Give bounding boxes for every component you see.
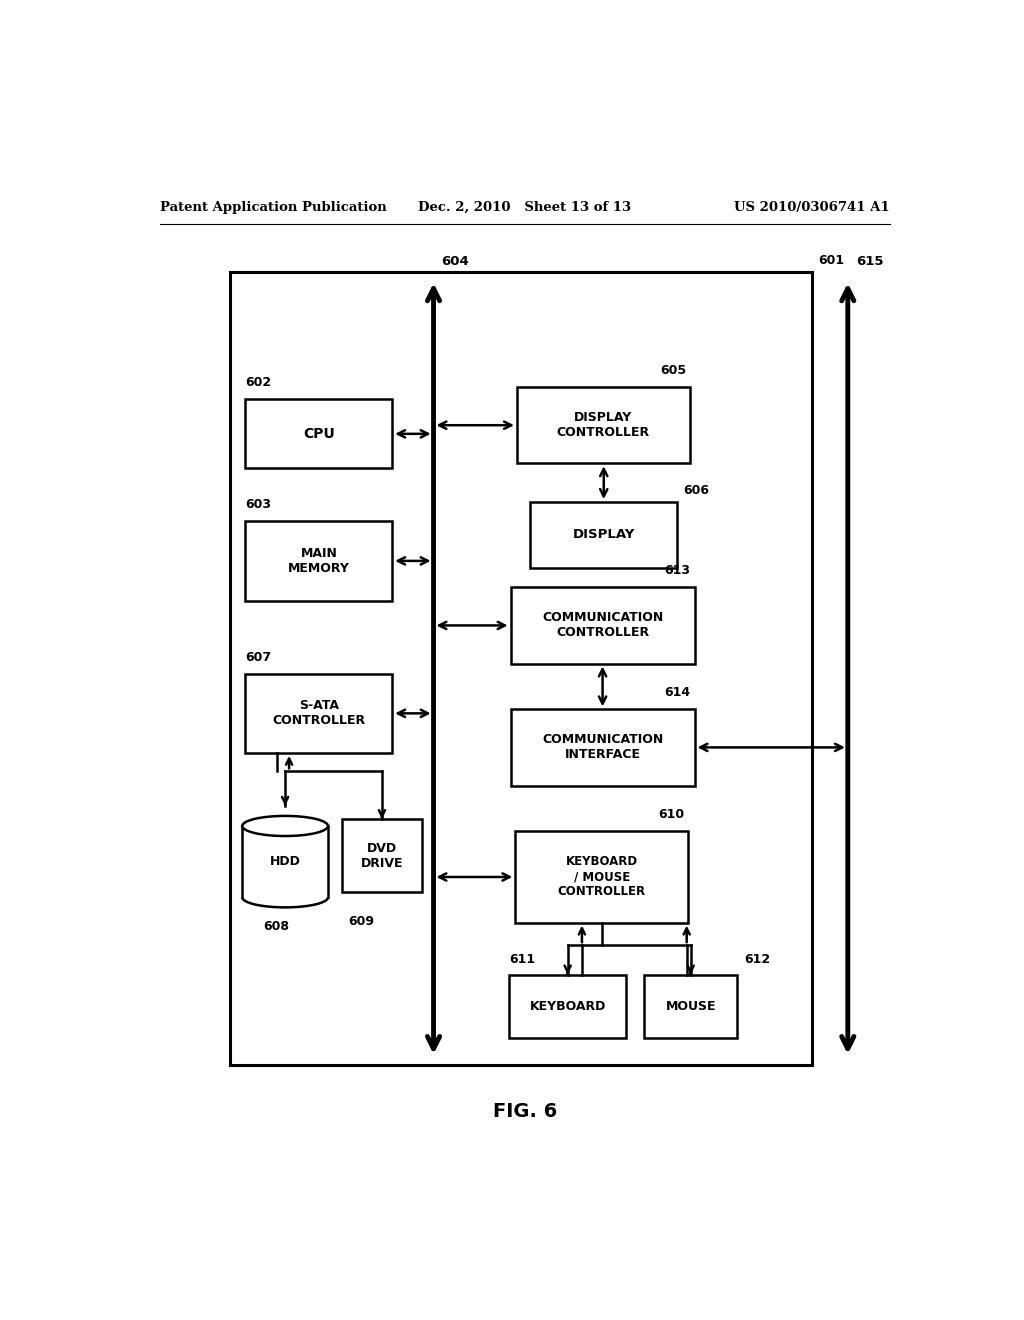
Text: Dec. 2, 2010   Sheet 13 of 13: Dec. 2, 2010 Sheet 13 of 13 <box>418 201 632 214</box>
Bar <box>511 709 694 785</box>
Text: FIG. 6: FIG. 6 <box>493 1102 557 1121</box>
Text: 604: 604 <box>441 255 469 268</box>
Text: 605: 605 <box>659 364 686 378</box>
Text: 602: 602 <box>246 376 271 389</box>
Ellipse shape <box>243 816 328 836</box>
Bar <box>515 832 688 923</box>
Bar <box>243 826 328 898</box>
Bar <box>530 502 677 568</box>
Text: 609: 609 <box>348 915 375 928</box>
Text: 613: 613 <box>665 564 690 577</box>
Bar <box>229 272 812 1065</box>
Text: 607: 607 <box>246 651 271 664</box>
Text: COMMUNICATION
CONTROLLER: COMMUNICATION CONTROLLER <box>542 611 664 639</box>
Bar <box>246 521 392 601</box>
Bar <box>342 818 422 892</box>
Text: KEYBOARD
/ MOUSE
CONTROLLER: KEYBOARD / MOUSE CONTROLLER <box>558 855 646 899</box>
Text: 614: 614 <box>665 686 690 700</box>
Bar <box>517 387 690 463</box>
Text: 612: 612 <box>743 953 770 966</box>
Text: 615: 615 <box>856 255 884 268</box>
Bar <box>511 587 694 664</box>
Text: KEYBOARD: KEYBOARD <box>529 999 606 1012</box>
Text: 606: 606 <box>684 484 710 496</box>
Text: S-ATA
CONTROLLER: S-ATA CONTROLLER <box>272 700 366 727</box>
Text: 603: 603 <box>246 498 271 511</box>
Text: CPU: CPU <box>303 426 335 441</box>
Text: DISPLAY
CONTROLLER: DISPLAY CONTROLLER <box>557 412 650 440</box>
Text: DVD
DRIVE: DVD DRIVE <box>360 842 403 870</box>
Bar <box>246 673 392 752</box>
Text: HDD: HDD <box>269 855 301 869</box>
Text: 610: 610 <box>658 808 684 821</box>
Bar <box>644 974 737 1038</box>
Bar <box>509 974 627 1038</box>
Text: US 2010/0306741 A1: US 2010/0306741 A1 <box>734 201 890 214</box>
Text: 601: 601 <box>818 255 845 267</box>
Text: MAIN
MEMORY: MAIN MEMORY <box>288 546 350 576</box>
Text: MOUSE: MOUSE <box>666 999 716 1012</box>
Text: 611: 611 <box>509 953 536 966</box>
Bar <box>246 399 392 469</box>
Text: DISPLAY: DISPLAY <box>572 528 635 541</box>
Text: Patent Application Publication: Patent Application Publication <box>160 201 386 214</box>
Text: COMMUNICATION
INTERFACE: COMMUNICATION INTERFACE <box>542 734 664 762</box>
Text: 608: 608 <box>263 920 289 933</box>
